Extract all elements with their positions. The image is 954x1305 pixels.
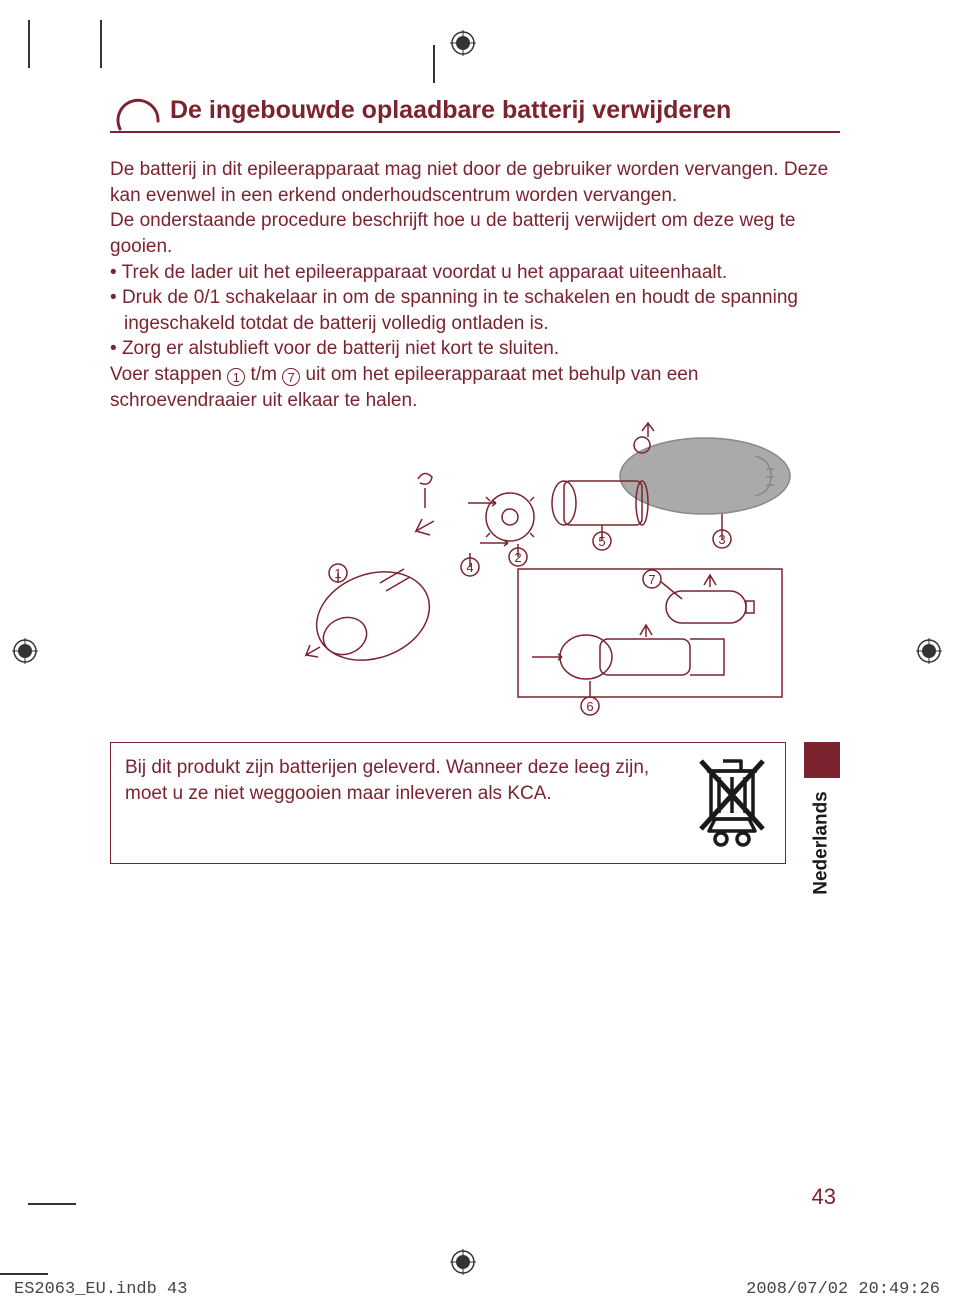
step-from: 1 [227,368,245,386]
intro-line: De batterij in dit epileerapparaat mag n… [110,157,840,208]
callout-5: 5 [598,534,605,549]
bullet-text: Druk de 0/1 schakelaar in om de spanning… [122,287,798,334]
weee-bin-icon [693,751,771,851]
registration-mark-icon [916,638,942,664]
step-line: Voer stappen 1 t/m 7 uit om het epileera… [110,362,840,413]
registration-mark-icon [450,1249,476,1275]
tab-marker [804,742,840,778]
registration-mark-icon [450,30,476,56]
footer-timestamp: 2008/07/02 20:49:26 [746,1280,940,1299]
section-header: De ingebouwde oplaadbare batterij verwij… [110,95,840,133]
crop-mark [28,1203,76,1205]
recycling-note: Bij dit produkt zijn batterijen geleverd… [110,742,786,864]
bullet-text: Zorg er alstublieft voor de batterij nie… [122,338,559,359]
step-mid: t/m [245,364,282,385]
crop-mark [100,20,102,68]
bullet-item: • Druk de 0/1 schakelaar in om de spanni… [110,285,840,336]
print-footer: ES2063_EU.indb 43 2008/07/02 20:49:26 [14,1280,940,1299]
callout-2: 2 [514,550,521,565]
bullet-item: • Trek de lader uit het epileerapparaat … [110,260,840,286]
callout-7: 7 [648,572,655,587]
step-pre: Voer stappen [110,364,227,385]
language-label: Nederlands [811,792,833,895]
callout-1: 1 [334,566,341,581]
crop-mark [433,45,435,83]
footer-file: ES2063_EU.indb 43 [14,1280,187,1299]
note-text: Bij dit produkt zijn batterijen geleverd… [125,755,681,806]
section-title: De ingebouwde oplaadbare batterij verwij… [170,95,840,125]
registration-mark-icon [12,638,38,664]
bullet-text: Trek de lader uit het epileerapparaat vo… [122,262,728,283]
callout-4: 4 [466,560,473,575]
intro-line: De onderstaande procedure beschrijft hoe… [110,208,840,259]
bullet-item: • Zorg er alstublieft voor de batterij n… [110,336,840,362]
callout-3: 3 [718,532,725,547]
callout-6: 6 [586,699,593,714]
step-to: 7 [282,368,300,386]
body-text: De batterij in dit epileerapparaat mag n… [110,157,840,413]
crop-mark [0,1273,48,1275]
disassembly-diagram: 1 2 3 4 5 6 7 [290,421,810,721]
title-arc-icon [110,91,160,141]
language-tab: Nederlands [804,742,840,864]
crop-mark [28,20,30,68]
page-number: 43 [812,1184,836,1210]
